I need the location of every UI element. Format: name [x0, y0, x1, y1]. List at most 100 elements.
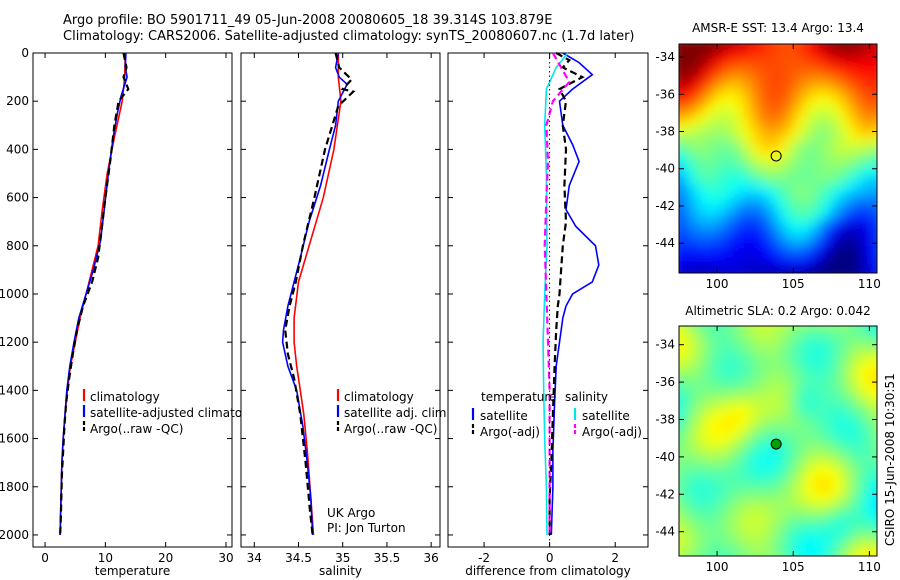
sst-map-title: AMSR-E SST: 13.4 Argo: 13.4: [692, 21, 864, 35]
x-tick-label: 30: [218, 551, 233, 565]
map-cell: [859, 79, 869, 89]
map-cell: [688, 476, 698, 486]
map-cell: [724, 176, 734, 186]
map-cell: [742, 79, 752, 89]
map-cell: [742, 520, 752, 530]
map-cell: [760, 352, 770, 362]
map-cell: [832, 502, 842, 513]
map-cell: [733, 88, 743, 98]
map-cell: [724, 158, 734, 168]
map-cell: [787, 114, 797, 124]
map-cell: [706, 485, 716, 495]
map-cell: [778, 211, 788, 221]
map-cell: [679, 88, 689, 98]
map-cell: [769, 167, 779, 177]
map-cell: [859, 88, 869, 98]
map-cell: [697, 538, 707, 548]
legend-label: Argo(-adj): [582, 425, 642, 439]
map-cell: [679, 105, 689, 116]
map-cell: [841, 352, 851, 362]
map-cell: [733, 387, 743, 398]
map-cell: [706, 176, 716, 186]
map-cell: [679, 246, 689, 256]
map-cell: [850, 158, 860, 168]
map-cell: [715, 458, 725, 469]
x-tick-label: 105: [782, 560, 805, 574]
map-cell: [850, 70, 860, 80]
map-cell: [787, 229, 797, 239]
map-cell: [697, 343, 707, 354]
map-cell: [814, 273, 824, 282]
map-cell: [778, 52, 788, 63]
map-cell: [823, 176, 833, 186]
map-cell: [841, 229, 851, 239]
map-cell: [778, 370, 788, 380]
series-line: [548, 52, 585, 535]
map-cell: [868, 547, 877, 556]
map-cell: [868, 114, 877, 124]
map-cell: [706, 396, 716, 407]
map-cell: [760, 547, 770, 556]
map-cell: [787, 184, 797, 195]
map-cell: [805, 105, 815, 116]
map-cell: [760, 123, 770, 133]
map-cell: [769, 140, 779, 151]
map-cell: [751, 449, 761, 460]
map-cell: [796, 502, 806, 513]
map-cell: [724, 547, 734, 556]
map-cell: [724, 520, 734, 530]
map-cell: [859, 202, 869, 212]
map-cell: [706, 44, 716, 54]
map-cell: [850, 52, 860, 63]
map-cell: [715, 494, 725, 504]
map-cell: [814, 458, 824, 469]
map-cell: [877, 211, 887, 220]
map-cell: [724, 502, 734, 513]
map-cell: [697, 70, 707, 80]
map-cell: [850, 414, 860, 424]
map-cell: [697, 485, 707, 495]
map-cell: [841, 114, 851, 124]
map-cell: [850, 343, 860, 354]
map-cell: [688, 44, 698, 54]
map-cell: [832, 379, 842, 389]
map-cell: [787, 167, 797, 177]
map-cell: [868, 352, 877, 362]
map-cell: [751, 70, 761, 80]
map-cell: [679, 326, 689, 327]
map-cell: [688, 273, 698, 282]
map-cell: [688, 70, 698, 80]
y-tick-label: -36: [655, 87, 675, 101]
map-cell: [805, 441, 815, 451]
map-cell: [787, 432, 797, 442]
map-cell: [778, 70, 788, 80]
map-cell: [859, 114, 869, 124]
map-cell: [796, 326, 806, 327]
map-cell: [787, 246, 797, 256]
map-cell: [751, 352, 761, 362]
map-cell: [868, 387, 877, 398]
map-cell: [841, 485, 851, 495]
map-cell: [751, 132, 761, 142]
map-cell: [868, 61, 877, 71]
map-cell: [832, 140, 842, 151]
map-cell: [724, 387, 734, 398]
map-cell: [769, 326, 779, 336]
map-cell: [706, 96, 716, 107]
map-cell: [859, 105, 869, 116]
map-cell: [742, 476, 752, 486]
map-cell: [751, 184, 761, 195]
map-cell: [823, 520, 833, 530]
map-cell: [679, 502, 680, 513]
map-cell: [679, 255, 689, 265]
map-cell: [697, 449, 707, 460]
map-cell: [733, 184, 743, 195]
map-cell: [778, 79, 788, 89]
map-cell: [751, 246, 761, 256]
map-cell: [832, 441, 842, 451]
map-cell: [751, 423, 761, 433]
map-cell: [697, 123, 707, 133]
map-cell: [796, 547, 806, 556]
map-cell: [679, 538, 680, 548]
map-cell: [742, 264, 752, 273]
